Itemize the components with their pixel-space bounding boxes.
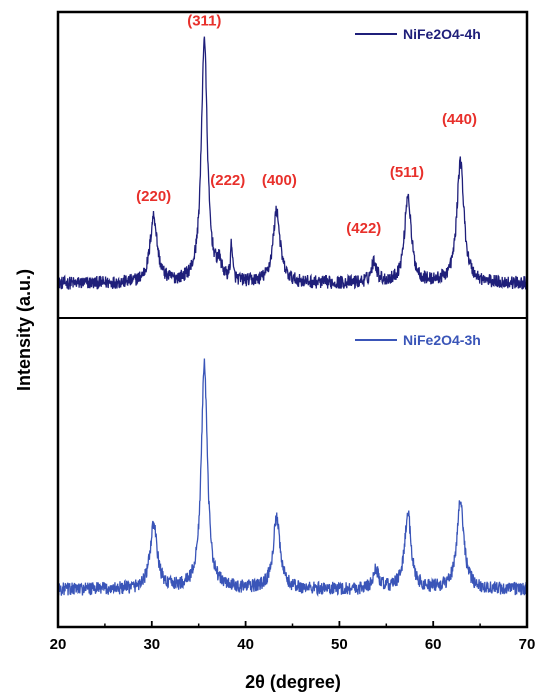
- x-tick-label: 60: [425, 636, 442, 653]
- peak-label-6: (511): [390, 164, 424, 181]
- peak-label-3: (222): [210, 172, 245, 189]
- panels-layer: [57, 36, 528, 597]
- peak-label-5: (422): [346, 220, 381, 237]
- peak-label-2: (311): [187, 12, 221, 29]
- y-axis-title: Intensity (a.u.): [14, 269, 34, 391]
- legend-label-2: NiFe2O4-3h: [403, 332, 481, 348]
- x-tick-label: 30: [143, 636, 160, 653]
- x-axis-title: 2θ (degree): [245, 672, 341, 692]
- series-line-2: [57, 358, 528, 597]
- peak-label-7: (440): [442, 111, 477, 128]
- labels-layer: NiFe2O4-4h (220) (311) (222) (400) (422) (511)…: [136, 12, 481, 348]
- peak-label-1: (220): [136, 188, 171, 205]
- x-tick-label: 20: [50, 636, 67, 653]
- x-tick-label: 70: [519, 636, 536, 653]
- x-tick-label: 40: [237, 636, 254, 653]
- peak-label-4: (400): [262, 172, 297, 189]
- legend-label-1: NiFe2O4-4h: [403, 26, 481, 42]
- x-tick-label: 50: [331, 636, 348, 653]
- frame-layer: 20 30 40 50 60 70: [50, 10, 536, 653]
- series-line-1: [57, 36, 528, 291]
